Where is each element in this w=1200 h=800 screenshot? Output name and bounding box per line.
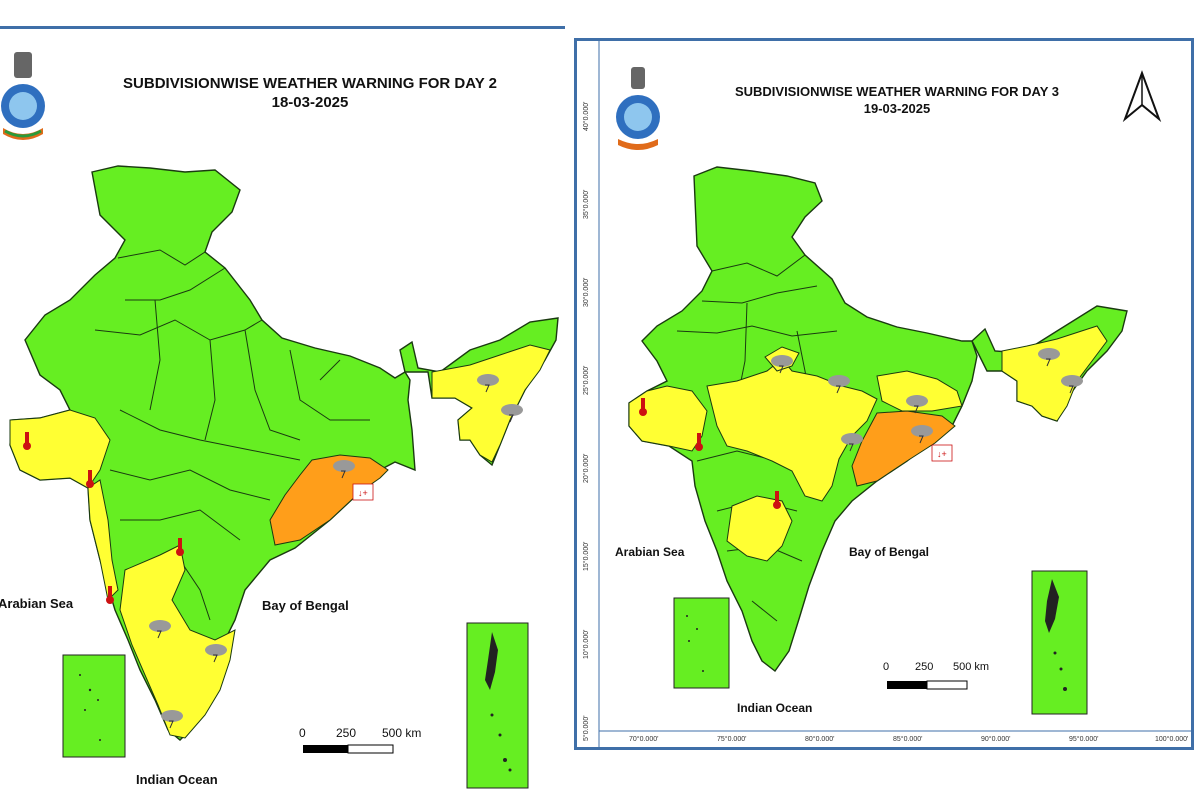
yellow-subdivision-telangana (726, 495, 793, 562)
thunderstorm-icon (1038, 348, 1060, 367)
subdivision-boundaries (94, 249, 370, 621)
arabian-sea-label: Arabian Sea (0, 596, 74, 611)
thunderstorm-icon (149, 620, 171, 639)
thunderstorm-icon (161, 710, 183, 729)
day2-map-panel: ↓+ SUBDIVISIONWISE WEATHER WARNING FOR D… (0, 0, 570, 800)
lon-label: 90°0.000' (981, 736, 1011, 743)
lon-label: 70°0.000' (629, 736, 659, 743)
lat-label: 15°0.000' (583, 541, 590, 571)
scale-label-250: 250 (336, 726, 357, 740)
day2-map-svg: ↓+ (1, 52, 559, 789)
svg-text:↓+: ↓+ (937, 449, 947, 459)
heat-thermometer-icon (23, 432, 31, 450)
indian-ocean-label: Indian Ocean (136, 772, 218, 787)
day2-title-date: 18-03-2025 (271, 94, 349, 111)
scale-label-0: 0 (299, 726, 306, 740)
emblem-icon (1, 52, 45, 140)
thunderstorm-icon (906, 395, 928, 414)
emblem-icon (616, 67, 660, 150)
lon-label: 75°0.000' (717, 736, 747, 743)
lakshadweep-inset (62, 654, 126, 758)
lon-label: 80°0.000' (805, 736, 835, 743)
thunderstorm-icon (841, 433, 863, 452)
day2-title-line1: SUBDIVISIONWISE WEATHER WARNING FOR DAY … (123, 75, 497, 92)
svg-text:↓+: ↓+ (358, 488, 368, 498)
scale-label-250: 250 (915, 661, 934, 673)
lat-label: 35°0.000' (583, 189, 590, 219)
yellow-subdivision-konkan (87, 479, 119, 602)
heat-thermometer-icon (773, 491, 781, 509)
lon-label: 100°0.000' (1155, 736, 1189, 743)
north-arrow-icon (1122, 70, 1162, 123)
lat-label: 5°0.000' (583, 715, 590, 741)
heat-thermometer-icon (695, 433, 703, 451)
arabian-sea-label: Arabian Sea (615, 545, 685, 559)
lat-label: 30°0.000' (583, 277, 590, 307)
scale-bar (303, 744, 394, 754)
day3-title: SUBDIVISIONWISE WEATHER WARNING FOR DAY … (682, 83, 1112, 117)
orange-subdivision-odisha (269, 454, 389, 546)
bay-of-bengal-label: Bay of Bengal (849, 545, 930, 559)
heat-thermometer-icon (176, 538, 184, 556)
heat-thermometer-icon (86, 470, 94, 488)
lat-label: 10°0.000' (583, 629, 590, 659)
andaman-nicobar-inset (1031, 570, 1088, 715)
thunderstorm-icon (333, 460, 355, 479)
lat-label: 20°0.000' (583, 453, 590, 483)
yellow-subdivision-gujarat (9, 409, 111, 489)
yellow-subdivision-northeast (431, 344, 551, 463)
scale-label-500: 500 km (382, 726, 422, 740)
panel-top-border (0, 26, 565, 29)
lon-label: 95°0.000' (1069, 736, 1099, 743)
day3-map-svg: ↓+ (598, 41, 1191, 747)
andaman-nicobar-inset (466, 622, 529, 789)
yellow-subdivision-south-interior (119, 544, 236, 739)
day3-title-date: 19-03-2025 (863, 101, 931, 116)
warm-night-icon: ↓+ (931, 444, 953, 462)
heat-thermometer-icon (639, 398, 647, 416)
heat-thermometer-icon (106, 586, 114, 604)
thunderstorm-icon (828, 375, 850, 394)
lat-label: 25°0.000' (583, 365, 590, 395)
thunderstorm-icon (911, 425, 933, 444)
indian-ocean-label: Indian Ocean (737, 701, 813, 715)
thunderstorm-icon (477, 374, 499, 393)
scale-label-0: 0 (883, 661, 890, 673)
yellow-subdivision-gujarat (628, 385, 708, 452)
yellow-subdivision-east (876, 370, 963, 412)
day3-title-line1: SUBDIVISIONWISE WEATHER WARNING FOR DAY … (734, 84, 1060, 99)
day2-title: SUBDIVISIONWISE WEATHER WARNING FOR DAY … (80, 74, 540, 112)
lakshadweep-inset (673, 597, 730, 689)
thunderstorm-icon (205, 644, 227, 663)
thunderstorm-icon (1061, 375, 1083, 394)
warm-night-icon: ↓+ (352, 483, 374, 501)
scale-bar (887, 680, 968, 690)
thunderstorm-icon (501, 404, 523, 423)
day3-map-panel: ↓+ SUBDIVISIONWISE WEATHER WARNING FOR D… (574, 38, 1194, 750)
thunderstorm-icon (771, 355, 793, 374)
bay-of-bengal-label: Bay of Bengal (262, 598, 349, 613)
lon-label: 85°0.000' (893, 736, 923, 743)
lat-label: 40°0.000' (583, 101, 590, 131)
yellow-subdivision-northeast (1001, 325, 1108, 422)
scale-label-500: 500 km (953, 661, 990, 673)
